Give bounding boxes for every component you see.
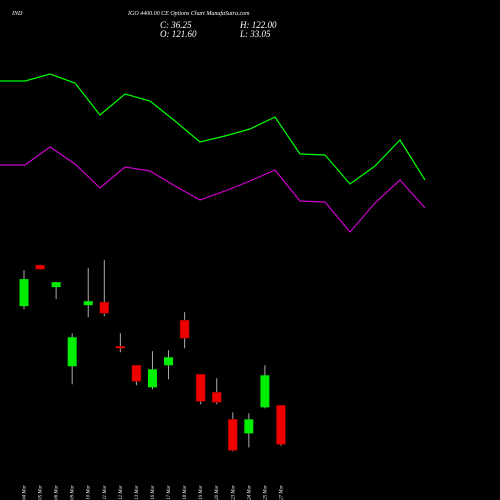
candle-body bbox=[276, 405, 286, 445]
indicator-line bbox=[0, 73, 426, 185]
x-tick-label: 18 Mar bbox=[183, 485, 188, 500]
candle-body bbox=[195, 374, 206, 402]
candle-body bbox=[228, 419, 238, 451]
open-info: O: 121.60 bbox=[160, 29, 197, 39]
x-tick-label: 09 Mar bbox=[71, 485, 76, 500]
low-info: L: 33.05 bbox=[239, 29, 271, 39]
candle-body bbox=[164, 357, 174, 366]
x-tick-label: 20 Mar bbox=[215, 485, 220, 500]
x-tick-label: 23 Mar bbox=[231, 485, 236, 500]
candle-body bbox=[244, 419, 254, 434]
chart-title: IND bbox=[11, 11, 23, 17]
chart-subtitle: IGO 4400.00 CE Options Chart MunafaSutra… bbox=[127, 10, 250, 17]
x-tick-label: 12 Mar bbox=[119, 485, 124, 500]
x-tick-label: 24 Mar bbox=[247, 485, 252, 500]
candle-body bbox=[35, 264, 45, 270]
candle-body bbox=[115, 345, 126, 349]
candle-body bbox=[67, 337, 77, 367]
x-tick-label: 25 Mar bbox=[263, 485, 268, 500]
x-tick-label: 06 Mar bbox=[55, 485, 60, 500]
candle-body bbox=[147, 369, 157, 388]
x-tick-label: 13 Mar bbox=[135, 485, 140, 500]
candle-body bbox=[179, 319, 190, 339]
x-tick-label: 04 Mar bbox=[23, 485, 28, 500]
high-info: H: 122.00 bbox=[239, 20, 277, 30]
x-tick-label: 19 Mar bbox=[199, 485, 204, 500]
x-tick-label: 11 Mar bbox=[103, 485, 108, 500]
candle-body bbox=[99, 301, 110, 314]
indicator-line bbox=[0, 146, 426, 233]
x-tick-label: 05 Mar bbox=[39, 485, 44, 500]
candle-body bbox=[83, 301, 93, 306]
candle-body bbox=[211, 392, 222, 403]
candle-body bbox=[131, 365, 142, 382]
candle-body bbox=[19, 279, 29, 307]
close-info: C: 36.25 bbox=[160, 20, 192, 30]
x-tick-label: 16 Mar bbox=[151, 485, 156, 500]
x-tick-label: 17 Mar bbox=[167, 485, 172, 500]
candle-body bbox=[260, 375, 270, 408]
candle-body bbox=[51, 282, 61, 288]
x-tick-label: 27 Mar bbox=[279, 485, 284, 500]
x-tick-label: 10 Mar bbox=[87, 485, 92, 500]
